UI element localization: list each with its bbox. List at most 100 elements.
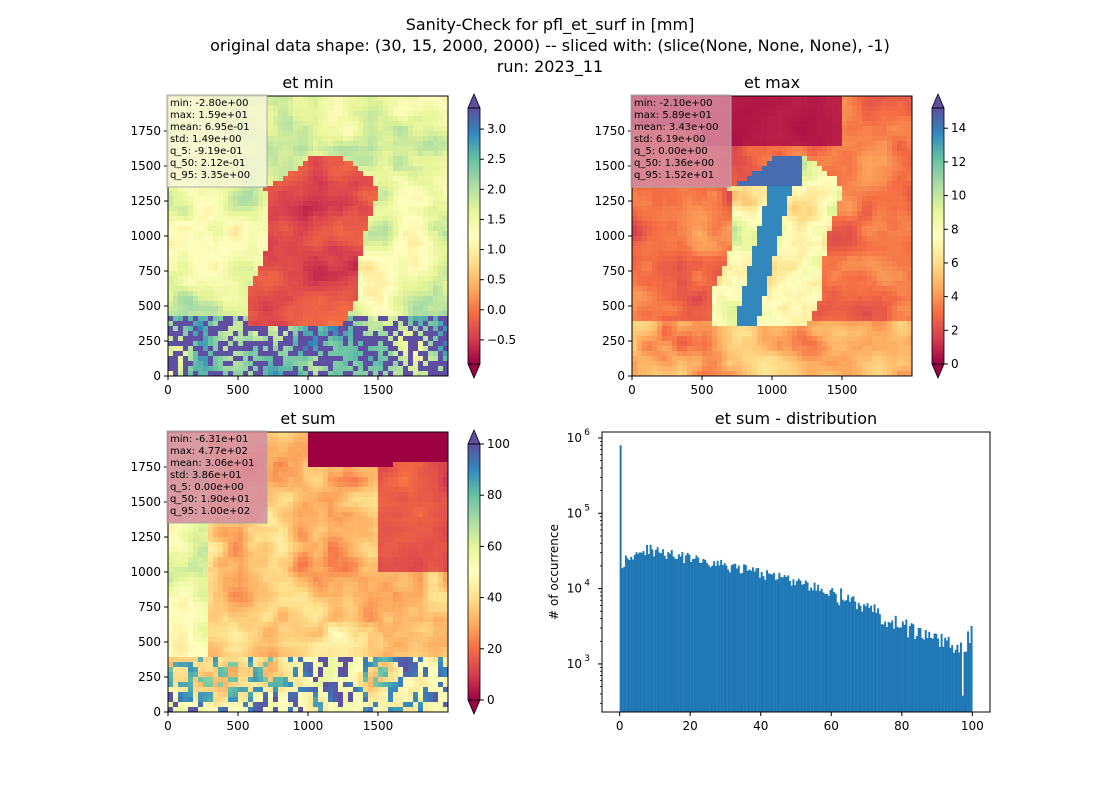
heatmap-cell [797, 181, 803, 187]
heatmap-cell [398, 236, 404, 242]
heatmap-cell [363, 241, 369, 247]
heatmap-cell [732, 201, 738, 207]
heatmap-cell [373, 216, 379, 222]
heatmap-cell [732, 221, 738, 227]
heatmap-cell [328, 221, 334, 227]
heatmap-cell [383, 246, 389, 252]
heatmap-cell [393, 121, 399, 127]
heatmap-cell [333, 121, 339, 127]
heatmap-cell [408, 161, 414, 167]
heatmap-cell [408, 371, 414, 377]
heatmap-cell [428, 291, 434, 297]
heatmap-cell [897, 166, 903, 172]
heatmap-cell [348, 316, 354, 322]
heatmap-cell [812, 216, 818, 222]
heatmap-cell [193, 216, 199, 222]
heatmap-cell [408, 296, 414, 302]
heatmap-cell [782, 116, 788, 122]
heatmap-cell [183, 296, 189, 302]
heatmap-cell [892, 236, 898, 242]
heatmap-cell [208, 296, 214, 302]
heatmap-cell [338, 256, 344, 262]
heatmap-cell [827, 121, 833, 127]
heatmap-cell [273, 271, 279, 277]
heatmap-cell [413, 146, 419, 152]
heatmap-cell [178, 306, 184, 312]
heatmap-cell [732, 101, 738, 107]
heatmap-cell [388, 286, 394, 292]
heatmap-cell [388, 131, 394, 137]
heatmap-cell [423, 186, 429, 192]
heatmap-cell [752, 201, 758, 207]
heatmap-cell [168, 196, 174, 202]
heatmap-cell [752, 101, 758, 107]
heatmap-cell [812, 251, 818, 257]
heatmap-cell [418, 206, 424, 212]
heatmap-cell [428, 271, 434, 277]
heatmap-cell [358, 126, 364, 132]
heatmap-cell [308, 361, 314, 367]
heatmap-cell [702, 211, 708, 217]
heatmap-cell [228, 351, 234, 357]
heatmap-cell [228, 286, 234, 292]
heatmap-cell [358, 111, 364, 117]
heatmap-cell [313, 321, 319, 327]
heatmap-cell [363, 126, 369, 132]
heatmap-cell [822, 236, 828, 242]
heatmap-cell [742, 161, 748, 167]
heatmap-cell [742, 96, 748, 102]
heatmap-cell [348, 181, 354, 187]
heatmap-cell [218, 306, 224, 312]
heatmap-cell [907, 111, 913, 117]
heatmap-cell [263, 336, 269, 342]
heatmap-cell [318, 316, 324, 322]
heatmap-cell [288, 151, 294, 157]
heatmap-cell [907, 141, 913, 147]
heatmap-cell [887, 156, 893, 162]
heatmap-cell [383, 191, 389, 197]
heatmap-cell [438, 136, 444, 142]
heatmap-cell [423, 281, 429, 287]
heatmap-cell [348, 176, 354, 182]
stats-line: max: 1.59e+01 [170, 110, 248, 121]
heatmap-cell [318, 251, 324, 257]
heatmap-cell [423, 321, 429, 327]
heatmap-cell [662, 226, 668, 232]
heatmap-cell [303, 296, 309, 302]
heatmap-cell [428, 216, 434, 222]
heatmap-cell [368, 351, 374, 357]
heatmap-cell [772, 181, 778, 187]
heatmap-cell [423, 236, 429, 242]
heatmap-cell [273, 306, 279, 312]
heatmap-cell [857, 241, 863, 247]
heatmap-cell [173, 276, 179, 282]
heatmap-cell [253, 251, 259, 257]
heatmap-cell [173, 361, 179, 367]
heatmap-cell [353, 166, 359, 172]
heatmap-cell [238, 301, 244, 307]
heatmap-cell [328, 366, 334, 372]
heatmap-cell [428, 286, 434, 292]
heatmap-cell [193, 246, 199, 252]
heatmap-cell [323, 301, 329, 307]
heatmap-cell [667, 206, 673, 212]
heatmap-cell [712, 241, 718, 247]
heatmap-cell [308, 271, 314, 277]
heatmap-cell [388, 211, 394, 217]
heatmap-cell [827, 221, 833, 227]
heatmap-cell [328, 191, 334, 197]
heatmap-cell [253, 266, 259, 272]
heatmap-cell [752, 96, 758, 102]
heatmap-cell [438, 316, 444, 322]
heatmap-cell [388, 166, 394, 172]
heatmap-cell [757, 211, 763, 217]
heatmap-cell [418, 161, 424, 167]
heatmap-cell [338, 266, 344, 272]
heatmap-cell [403, 131, 409, 137]
heatmap-cell [338, 271, 344, 277]
heatmap-cell [423, 311, 429, 317]
heatmap-cell [288, 116, 294, 122]
heatmap-cell [383, 356, 389, 362]
heatmap-cell [413, 221, 419, 227]
heatmap-cell [368, 101, 374, 107]
